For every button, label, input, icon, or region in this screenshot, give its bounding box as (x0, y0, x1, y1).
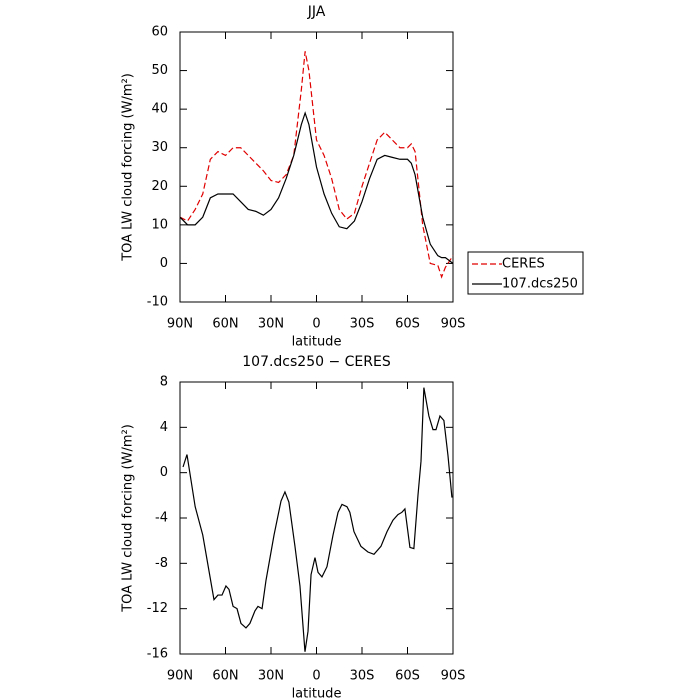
y-tick-label: -10 (147, 295, 168, 310)
x-tick-label: 30S (350, 317, 375, 332)
x-tick-label: 30S (350, 669, 375, 684)
y-tick-label: -16 (147, 647, 168, 662)
y-axis-label: TOA LW cloud forcing (W/m²) (121, 424, 136, 613)
y-axis-label: TOA LW cloud forcing (W/m²) (121, 73, 136, 262)
chart-title: JJA (307, 4, 326, 20)
y-tick-label: 0 (160, 256, 168, 271)
x-tick-label: 90S (441, 669, 466, 684)
y-tick-label: 30 (151, 140, 168, 155)
y-tick-label: 50 (151, 63, 168, 78)
y-tick-label: 20 (151, 179, 168, 194)
x-axis-label: latitude (292, 687, 342, 700)
x-tick-label: 30N (258, 317, 284, 332)
x-tick-label: 60S (395, 317, 420, 332)
y-tick-label: -12 (147, 601, 168, 616)
data-line (182, 387, 453, 652)
x-tick-label: 30N (258, 669, 284, 684)
y-tick-label: 60 (151, 25, 168, 40)
x-tick-label: 60N (212, 669, 238, 684)
plot-frame (179, 381, 454, 655)
x-tick-label: 0 (312, 317, 320, 332)
x-tick-label: 60N (212, 317, 238, 332)
y-tick-label: -8 (155, 556, 168, 571)
x-tick-label: 60S (395, 669, 420, 684)
legend-label: 107.dcs250 (502, 277, 578, 292)
x-tick-label: 0 (312, 669, 320, 684)
data-line (179, 111, 454, 264)
y-tick-label: 10 (151, 217, 168, 232)
y-tick-label: 4 (160, 420, 168, 435)
data-line (179, 51, 454, 279)
y-tick-label: 40 (151, 102, 168, 117)
x-tick-label: 90N (167, 317, 193, 332)
x-axis-label: latitude (292, 335, 342, 350)
legend-box (467, 251, 584, 295)
x-tick-label: 90S (441, 317, 466, 332)
x-tick-label: 90N (167, 669, 193, 684)
chart-title: 107.dcs250 − CERES (242, 354, 391, 370)
legend-label: CERES (502, 257, 545, 272)
y-tick-label: 8 (160, 375, 168, 390)
y-tick-label: 0 (160, 465, 168, 480)
y-tick-label: -4 (155, 511, 168, 526)
